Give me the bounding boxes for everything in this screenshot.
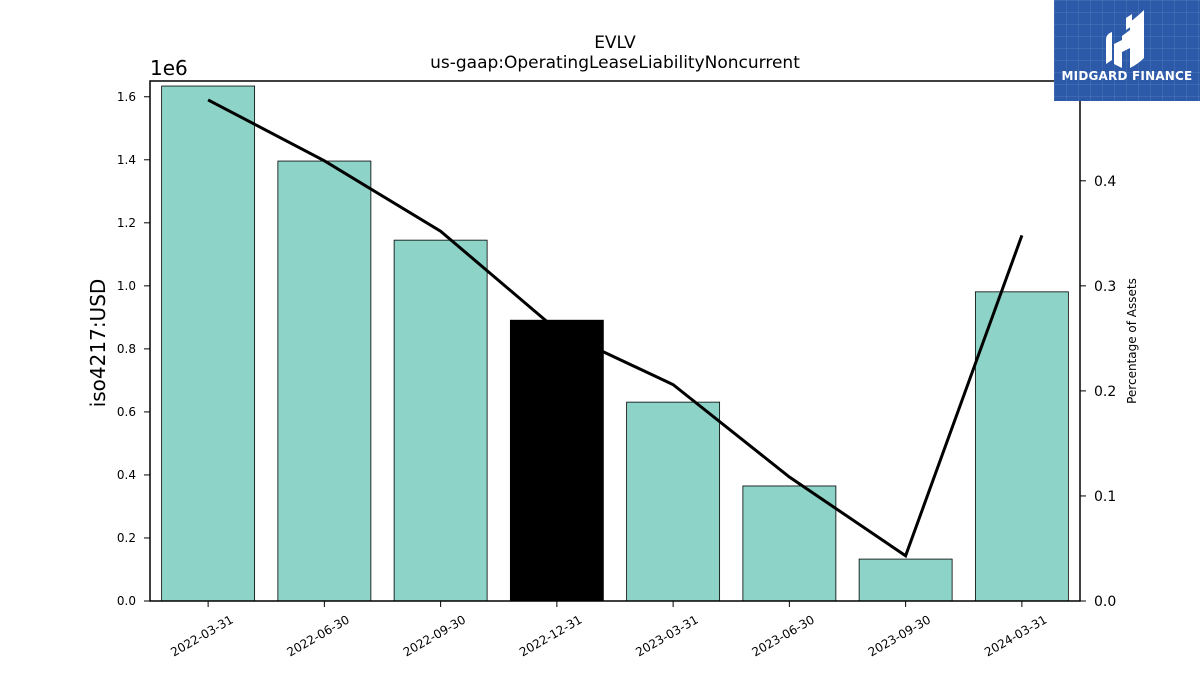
bar-2022-06-30: [277, 160, 372, 602]
x-tick-label: 2022-06-30: [284, 612, 351, 659]
bar-2022-03-31: [161, 85, 256, 602]
y-tick-label: 0.0: [117, 594, 136, 608]
y2-tick-label: 0.0: [1094, 594, 1116, 610]
y-tick-label: 0.6: [117, 405, 136, 419]
x-tick-label: 2022-09-30: [401, 612, 468, 659]
chart-title: EVLV: [594, 33, 636, 53]
chart-subtitle: us-gaap:OperatingLeaseLiabilityNoncurren…: [430, 53, 800, 73]
bar-2023-06-30: [742, 485, 837, 602]
y-tick-label: 0.4: [117, 468, 136, 482]
axes-group: 0.0 0.2 0.4 0.6 0.8 1.0 1.2 1.4 1.6 0.0 0.1 0.2 0.3 0…: [117, 80, 1116, 659]
logo-mark-icon: [1106, 10, 1144, 68]
y-offset-label: 1e6: [150, 56, 188, 80]
y-tick-label: 1.2: [117, 216, 136, 230]
y-axis-label: iso4217:USD: [86, 279, 110, 408]
y-tick-label: 1.0: [117, 279, 136, 293]
y2-tick-label: 0.4: [1094, 174, 1116, 190]
x-tick-label: 2022-03-31: [168, 612, 235, 659]
bar-2023-09-30: [858, 558, 953, 602]
y-tick-label: 0.8: [117, 342, 136, 356]
bar-2023-03-31: [626, 401, 721, 602]
bar-2022-12-31: [509, 319, 604, 602]
percentage-line: [207, 98, 1024, 559]
y-tick-label: 1.4: [117, 153, 136, 167]
x-tick-label: 2024-03-31: [982, 612, 1049, 659]
y2-tick-label: 0.3: [1094, 279, 1116, 295]
x-tick-label: 2023-06-30: [749, 612, 816, 659]
bar-2022-09-30: [393, 239, 488, 602]
y-tick-label: 0.2: [117, 531, 136, 545]
midgard-finance-logo: MIDGARD FINANCE: [1054, 0, 1200, 101]
x-tick-label: 2023-03-31: [633, 612, 700, 659]
y2-tick-label: 0.1: [1094, 489, 1116, 505]
y2-axis-label: Percentage of Assets: [1125, 278, 1139, 404]
bar-2024-03-31: [974, 291, 1069, 602]
x-tick-label: 2023-09-30: [866, 612, 933, 659]
y2-tick-label: 0.2: [1094, 384, 1116, 400]
y-tick-label: 1.6: [117, 90, 136, 104]
x-tick-label: 2022-12-31: [517, 612, 584, 659]
logo-text: MIDGARD FINANCE: [1061, 69, 1193, 83]
line-group: [207, 98, 1024, 559]
bars-group: [161, 85, 1069, 602]
plot-frame: [149, 80, 1081, 602]
